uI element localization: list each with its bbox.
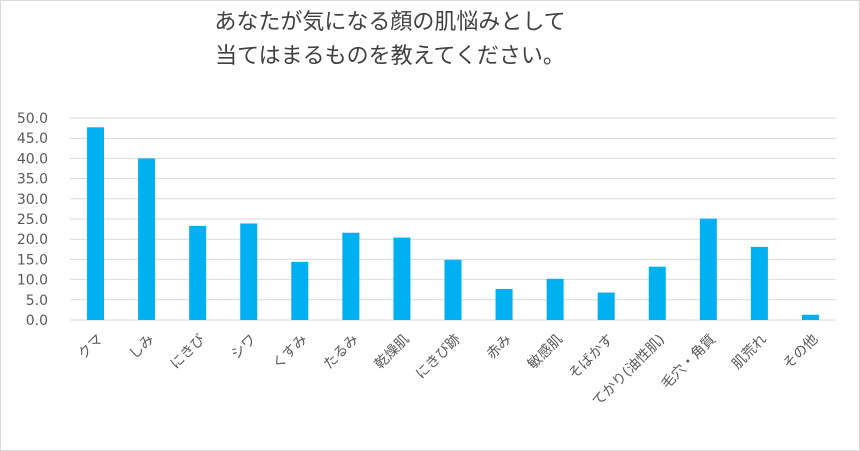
y-tick-label: 45.0 bbox=[17, 131, 48, 147]
y-tick-label: 5.0 bbox=[26, 293, 48, 309]
y-tick-label: 10.0 bbox=[17, 273, 48, 289]
y-tick-label: 15.0 bbox=[17, 252, 48, 268]
bar bbox=[87, 127, 105, 321]
chart-title-line-2: 当てはまるものを教えてください。 bbox=[215, 44, 565, 69]
bar bbox=[444, 259, 462, 320]
bar bbox=[240, 223, 258, 320]
x-category-label: しみ bbox=[126, 332, 157, 363]
y-tick-label: 0.0 bbox=[26, 313, 48, 329]
bar bbox=[750, 246, 768, 320]
x-category-label: 肌荒れ bbox=[729, 332, 770, 373]
bar bbox=[801, 314, 819, 320]
bar bbox=[138, 158, 156, 320]
bar bbox=[495, 288, 513, 320]
bar bbox=[648, 266, 666, 320]
bar bbox=[699, 218, 717, 320]
y-tick-label: 25.0 bbox=[17, 212, 48, 228]
chart-title-line-1: あなたが気になる顔の肌悩みとして bbox=[214, 10, 566, 35]
bar bbox=[189, 225, 207, 320]
x-category-label: たるみ bbox=[321, 332, 362, 373]
y-tick-label: 40.0 bbox=[17, 151, 48, 167]
bar bbox=[291, 261, 309, 320]
y-tick-label: 50.0 bbox=[17, 111, 48, 127]
x-category-label: くすみ bbox=[270, 332, 311, 373]
x-category-label: クマ bbox=[75, 332, 106, 363]
y-tick-label: 20.0 bbox=[17, 232, 48, 248]
bar bbox=[342, 232, 360, 320]
x-category-label: にきび bbox=[167, 332, 208, 373]
bar bbox=[393, 237, 411, 320]
x-category-label: その他 bbox=[780, 332, 821, 373]
x-category-label: そばかす bbox=[566, 332, 617, 383]
x-category-label: 毛穴・角質 bbox=[658, 332, 719, 393]
x-category-label: シワ bbox=[228, 332, 259, 363]
bar bbox=[597, 292, 615, 320]
bar bbox=[546, 278, 564, 320]
y-tick-label: 30.0 bbox=[17, 192, 48, 208]
x-category-label: 乾燥肌 bbox=[372, 332, 413, 373]
x-category-label: 敏感肌 bbox=[524, 331, 566, 373]
x-category-label: 赤み bbox=[484, 332, 515, 363]
y-tick-label: 35.0 bbox=[17, 172, 48, 188]
chart-title: あなたが気になる顔の肌悩みとして 当てはまるものを教えてください。 bbox=[100, 6, 680, 74]
x-category-label: にきび跡 bbox=[413, 332, 464, 383]
